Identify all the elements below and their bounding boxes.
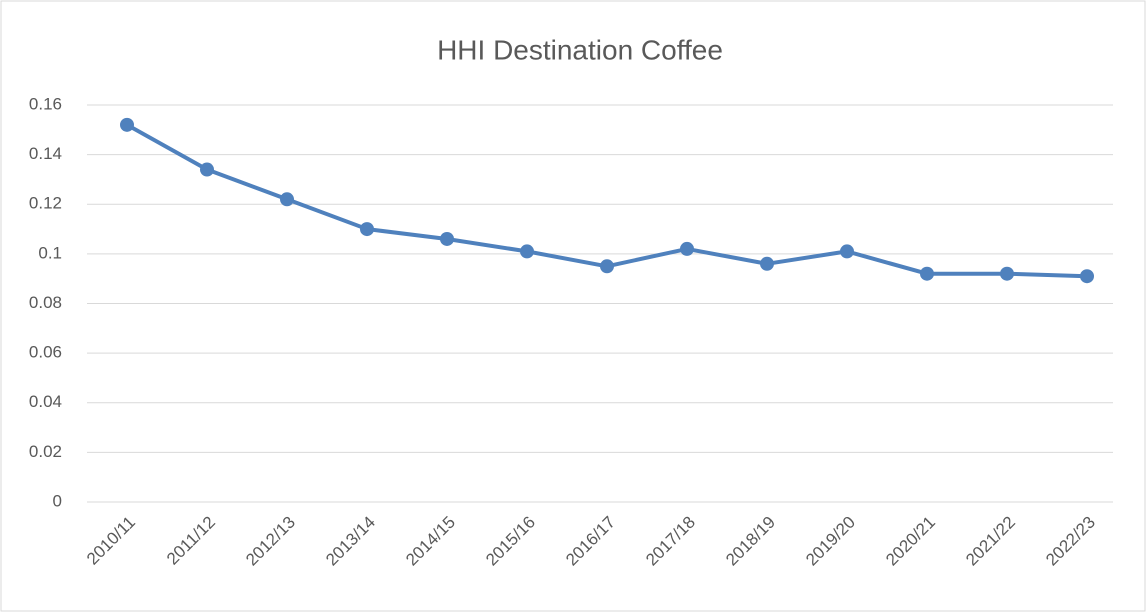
y-tick-label: 0.04 (29, 392, 62, 411)
data-point (120, 117, 134, 132)
y-tick-label: 0.12 (29, 194, 62, 213)
data-point (920, 266, 934, 281)
chart-title: HHI Destination Coffee (437, 34, 723, 65)
data-point (600, 259, 614, 274)
y-tick-label: 0.08 (29, 293, 62, 312)
data-point (760, 256, 774, 271)
data-point (200, 162, 214, 177)
y-tick-label: 0.14 (29, 144, 62, 163)
y-tick-label: 0.06 (29, 343, 62, 362)
y-tick-label: 0 (53, 491, 62, 510)
data-point (1080, 269, 1094, 284)
data-point (1000, 266, 1014, 281)
data-point (680, 241, 694, 256)
data-point (840, 244, 854, 259)
data-point (440, 231, 454, 246)
y-tick-label: 0.02 (29, 442, 62, 461)
y-tick-label: 0.1 (38, 243, 62, 262)
data-point (280, 192, 294, 207)
data-point (520, 244, 534, 259)
data-point (360, 222, 374, 237)
y-tick-label: 0.16 (29, 94, 62, 113)
